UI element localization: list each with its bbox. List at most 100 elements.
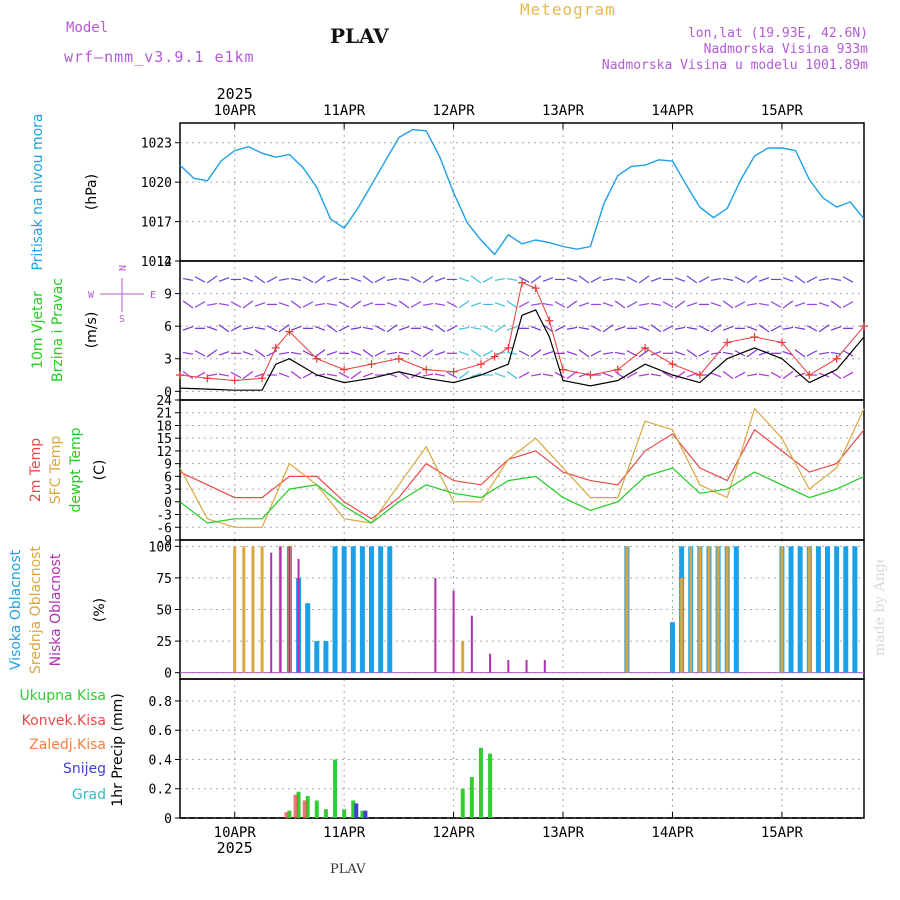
wind-direction-arrow xyxy=(638,275,650,284)
cloud-bar-high xyxy=(341,546,347,673)
y-tick-label: 75 xyxy=(156,572,172,587)
wind-direction-arrow xyxy=(650,350,662,356)
precip-bar-conv xyxy=(293,794,298,818)
location-label: lon,lat (19.93E, 42.6N) xyxy=(687,26,868,41)
wind-direction-arrow xyxy=(506,300,518,309)
pressure-unit: (hPa) xyxy=(84,174,100,210)
precip-bar-total xyxy=(305,796,310,818)
wind-gust-marker xyxy=(695,371,704,380)
wind-direction-arrow xyxy=(266,276,278,283)
wind-direction-arrow xyxy=(830,277,842,281)
cloud-bar-low xyxy=(288,546,291,673)
wind-direction-arrow xyxy=(518,276,530,283)
wind-direction-arrow xyxy=(818,302,830,307)
y-tick-label: 0.8 xyxy=(149,695,172,710)
wind-direction-arrow xyxy=(182,277,194,281)
wind-direction-arrow xyxy=(446,301,458,308)
cloud-bar-high xyxy=(669,622,675,673)
wind-direction-arrow xyxy=(350,370,362,380)
wind-direction-arrow xyxy=(530,373,542,377)
wind-direction-arrow xyxy=(698,276,710,283)
wind-direction-arrow xyxy=(362,275,374,284)
wind-direction-arrow xyxy=(806,276,818,283)
wind-legend-east: E xyxy=(150,290,156,301)
wind-direction-arrow xyxy=(230,325,242,332)
wind-direction-arrow xyxy=(650,373,662,377)
wind-direction-arrow xyxy=(746,349,758,358)
pressure-axis-title: Pritisak na nivou mora xyxy=(30,113,46,270)
wind-gust-marker xyxy=(504,343,513,352)
wind-direction-arrow xyxy=(626,301,638,308)
wind-direction-arrow xyxy=(590,325,602,332)
y-tick-label: 0 xyxy=(164,667,172,682)
top-day-label: 13APR xyxy=(542,103,585,119)
cloud-bar-mid xyxy=(707,546,711,673)
wind-direction-arrow xyxy=(794,326,806,330)
wind-direction-arrow xyxy=(482,325,494,332)
wind-direction-arrow xyxy=(770,301,782,308)
precip-legend-item: Ukupna Kisa xyxy=(19,688,106,704)
wind-direction-arrow xyxy=(338,371,350,379)
wind-direction-arrow xyxy=(722,300,734,309)
model-elevation-label: Nadmorska Visina u modelu 1001.89m xyxy=(601,58,868,73)
cloud-bar-low xyxy=(470,615,473,673)
top-day-label: 10APR xyxy=(214,103,257,119)
wind-direction-arrow xyxy=(842,276,854,283)
wind-gust-marker xyxy=(545,316,554,325)
wind-direction-arrow xyxy=(470,275,482,284)
wind-direction-arrow xyxy=(662,301,674,308)
temp-sfc-label: SFC Temp xyxy=(48,436,64,505)
wind-direction-arrow xyxy=(410,350,422,357)
wind-direction-arrow xyxy=(758,324,770,333)
wind-direction-arrow xyxy=(422,349,434,358)
wind-direction-arrow xyxy=(674,350,686,356)
wind-direction-arrow xyxy=(638,302,650,306)
cloud-bar-high xyxy=(359,546,365,673)
y-tick-label: 9 xyxy=(164,458,172,473)
wind-direction-arrow xyxy=(362,349,374,358)
cloud-bar-high xyxy=(378,546,384,673)
wind-direction-arrow xyxy=(290,370,302,380)
dewpoint-label: dewpt Temp xyxy=(68,427,84,512)
wind-direction-arrow xyxy=(710,302,722,307)
y-tick-label: 3 xyxy=(164,353,172,368)
wind-gust-marker xyxy=(340,365,349,374)
wind-direction-arrow xyxy=(266,325,278,332)
wind-direction-arrow xyxy=(686,275,698,284)
wind-direction-arrow xyxy=(506,370,518,380)
panel-frame xyxy=(179,678,865,819)
wind-direction-arrow xyxy=(782,300,794,309)
wind-direction-arrow xyxy=(746,325,758,331)
wind-direction-arrow xyxy=(482,276,494,283)
y-tick-label: 0.6 xyxy=(149,724,172,739)
wind-direction-arrow xyxy=(278,372,290,378)
wind-direction-arrow xyxy=(542,350,554,356)
wind-direction-arrow xyxy=(314,302,326,306)
y-tick-label: 6 xyxy=(164,470,172,485)
wind-direction-arrow xyxy=(302,301,314,308)
cloud-bar-low xyxy=(525,660,528,673)
wind-direction-arrow xyxy=(542,373,554,377)
wind-direction-arrow xyxy=(494,277,506,281)
wind-direction-arrow xyxy=(830,351,842,355)
wind-direction-arrow xyxy=(758,350,770,356)
wind-direction-arrow xyxy=(434,277,446,282)
precip-bar-total xyxy=(469,777,474,818)
wind-direction-arrow xyxy=(518,301,530,308)
cloud-high-label: Visoka Oblacnost xyxy=(8,549,24,670)
wind-direction-arrow xyxy=(194,276,206,283)
wind-gust-marker xyxy=(832,354,841,363)
wind-direction-arrow xyxy=(326,324,338,333)
wind-direction-arrow xyxy=(662,325,674,332)
wind-direction-arrow xyxy=(290,277,302,281)
wind-direction-arrow xyxy=(290,325,302,331)
cloud-bar-high xyxy=(323,641,329,673)
bottom-year-label: 2025 xyxy=(217,839,253,857)
panel-frame xyxy=(179,122,865,262)
wind-direction-arrow xyxy=(518,350,530,357)
cloud-bar-low xyxy=(452,590,455,673)
wind-direction-arrow xyxy=(182,300,194,309)
wind-direction-arrow xyxy=(326,350,338,356)
wind-direction-arrow xyxy=(494,302,506,307)
elevation-label: Nadmorska Visina 933m xyxy=(703,42,868,57)
